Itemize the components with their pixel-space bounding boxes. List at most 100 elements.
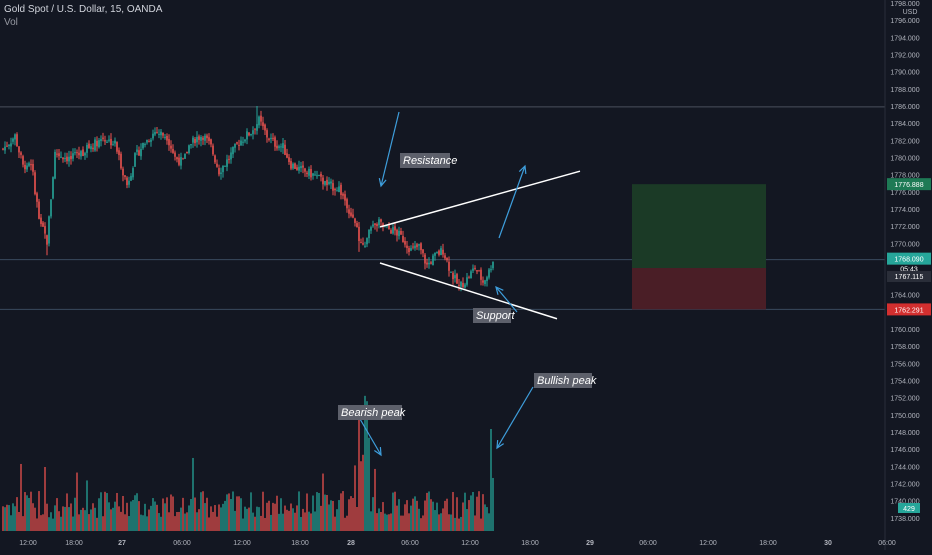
volume-bar — [154, 501, 156, 531]
volume-bar — [82, 507, 84, 531]
candle-body — [98, 140, 100, 148]
volume-bar — [472, 491, 474, 531]
volume-indicator-label[interactable]: Vol — [4, 17, 18, 28]
volume-bar — [150, 505, 152, 531]
volume-bar — [140, 514, 142, 531]
volume-bar — [376, 513, 378, 531]
candle-body — [238, 144, 240, 146]
volume-bar — [98, 498, 100, 531]
candle-body — [28, 163, 30, 166]
volume-bar — [482, 494, 484, 531]
price-tick-label: 1776.000 — [890, 190, 919, 197]
candle-body — [394, 226, 396, 231]
candle-body — [136, 149, 138, 152]
candle-body — [174, 152, 176, 157]
resistance-arrow — [378, 111, 400, 188]
candle-body — [220, 172, 222, 175]
volume-bar — [252, 512, 254, 531]
candle-body — [302, 165, 304, 168]
volume-bar — [108, 502, 110, 531]
volume-bar — [210, 506, 212, 531]
volume-bar — [302, 508, 304, 531]
target-price-tag: 1776.888 — [887, 178, 931, 191]
volume-bar — [332, 500, 334, 531]
volume-bar — [4, 507, 6, 531]
time-tick-label: 18:00 — [65, 540, 83, 547]
candle-body — [434, 252, 436, 256]
time-tick-label: 12:00 — [461, 540, 479, 547]
annotation-box — [473, 308, 511, 323]
volume-bar — [306, 493, 308, 531]
time-tick-label: 18:00 — [521, 540, 539, 547]
candle-body — [318, 175, 320, 177]
candle-body — [472, 268, 474, 271]
candle-body — [108, 139, 110, 141]
volume-bar — [280, 498, 282, 531]
volume-bar — [284, 505, 286, 531]
candle-body — [380, 219, 382, 222]
candle-body — [362, 243, 364, 245]
candle-body — [214, 155, 216, 163]
candle-body — [44, 226, 46, 234]
candle-body — [114, 140, 116, 144]
candle-body — [478, 270, 480, 272]
candle-body — [8, 144, 10, 147]
volume-bar — [76, 472, 78, 531]
candle-body — [252, 130, 254, 135]
volume-bar — [28, 497, 30, 531]
price-tick-label: 1740.000 — [890, 499, 919, 506]
time-tick-label: 18:00 — [759, 540, 777, 547]
candle-body — [264, 124, 266, 131]
volume-bar — [418, 508, 420, 531]
time-tick-label: 06:00 — [173, 540, 191, 547]
symbol-title[interactable]: Gold Spot / U.S. Dollar, 15, OANDA — [4, 4, 163, 15]
volume-bar — [130, 501, 132, 531]
volume-bar — [60, 516, 62, 531]
volume-bar — [22, 516, 24, 531]
candle-body — [464, 284, 466, 288]
candle-body — [224, 165, 226, 167]
candle-body — [480, 269, 482, 280]
candle-body — [54, 151, 56, 179]
volume-bar — [94, 507, 96, 531]
volume-bar — [92, 503, 94, 531]
candle-body — [350, 212, 352, 216]
candle-body — [204, 135, 206, 141]
volume-bar — [400, 515, 402, 531]
volume-bar — [74, 497, 76, 531]
candles — [2, 105, 494, 292]
volume-bar — [464, 492, 466, 531]
candle-body — [312, 173, 314, 176]
candle-body — [490, 269, 492, 271]
candle-body — [110, 138, 112, 146]
candle-body — [254, 128, 256, 130]
volume-bar — [110, 509, 112, 531]
volume-bar — [492, 477, 494, 531]
candle-body — [52, 177, 54, 199]
candle-body — [250, 133, 252, 136]
volume-bar — [398, 499, 400, 531]
volume-bar — [296, 505, 298, 531]
volume-bar — [120, 511, 122, 531]
candle-body — [386, 225, 388, 227]
price-tick-label: 1752.000 — [890, 396, 919, 403]
candle-body — [82, 149, 84, 156]
candle-body — [468, 277, 470, 279]
volume-bar — [186, 512, 188, 531]
annotation-text: Resistance — [403, 155, 457, 167]
candle-body — [414, 245, 416, 249]
candle-body — [356, 223, 358, 228]
candle-body — [484, 280, 486, 285]
volume-bar — [54, 505, 56, 531]
volume-bar — [456, 497, 458, 531]
volume-bar — [384, 513, 386, 531]
candle-body — [408, 248, 410, 253]
candle-body — [70, 156, 72, 160]
annotation-box — [338, 405, 402, 420]
volume-bar — [420, 518, 422, 531]
candle-body — [236, 142, 238, 144]
time-tick-label: 12:00 — [233, 540, 251, 547]
arrow-head — [374, 446, 382, 457]
